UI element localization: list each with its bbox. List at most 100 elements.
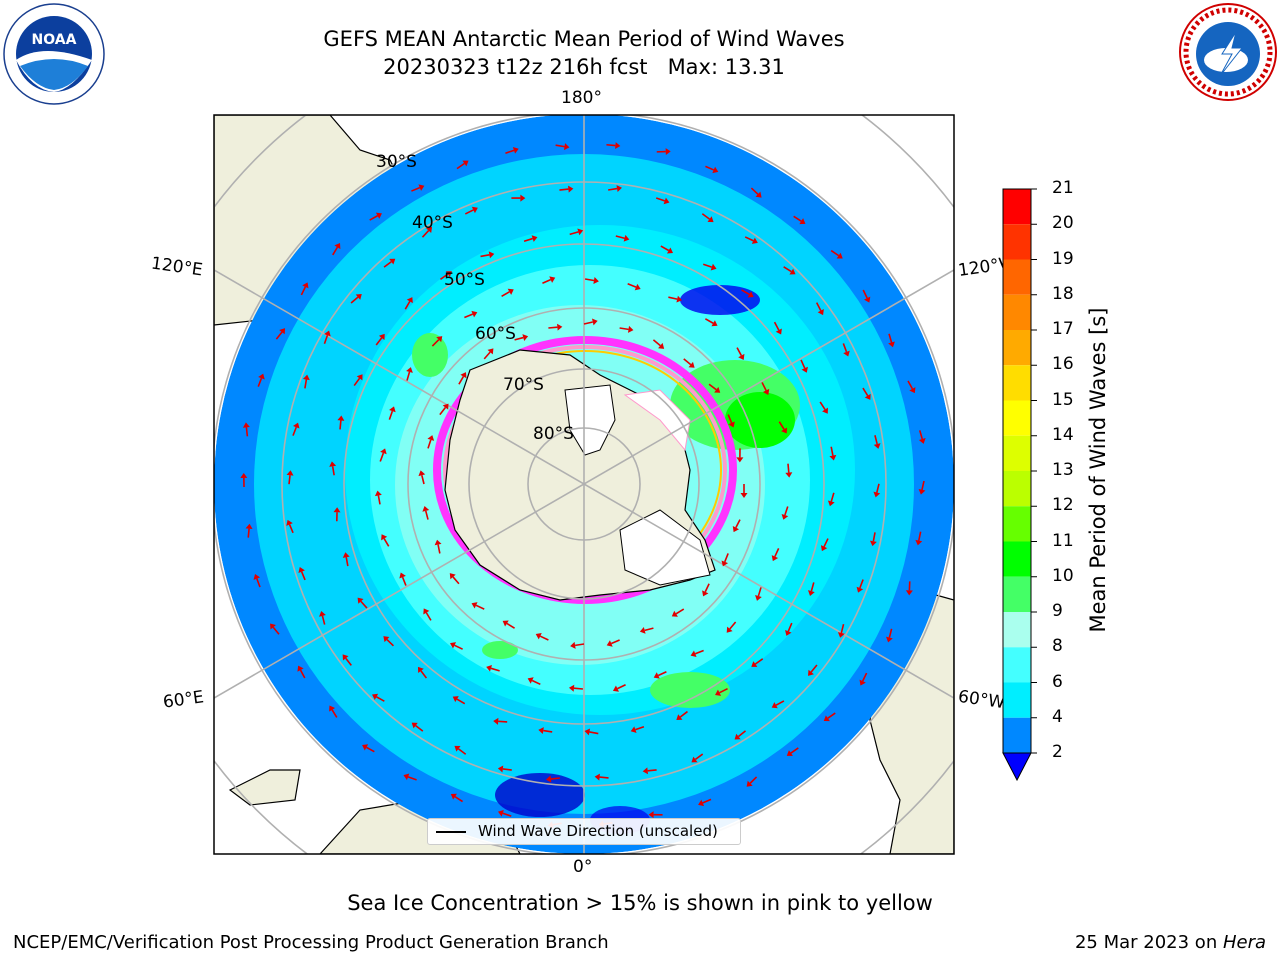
wind-arrow-head-148 xyxy=(240,472,248,479)
wind-arrow-149 xyxy=(245,427,249,437)
wind-arrow-head-69 xyxy=(417,666,424,674)
wind-arrow-head-124 xyxy=(817,309,824,316)
wind-arrow-112 xyxy=(323,335,329,345)
wind-arrow-head-78 xyxy=(406,297,413,304)
wind-arrow-130 xyxy=(888,628,893,638)
wind-arrow-head-84 xyxy=(666,247,674,254)
wind-arrow-21 xyxy=(583,321,593,325)
wind-arrow-103 xyxy=(415,724,424,732)
wind-arrow-62 xyxy=(719,687,728,694)
wind-arrow-head-9 xyxy=(502,620,509,627)
wind-arrow-35 xyxy=(573,687,583,690)
wind-arrow-head-17 xyxy=(460,372,467,379)
wind-arrow-head-22 xyxy=(627,325,634,333)
wind-arrow-3 xyxy=(704,583,710,593)
wind-arrow-39 xyxy=(425,612,432,621)
wind-arrow-head-21 xyxy=(591,318,598,326)
wind-arrow-head-83 xyxy=(623,234,630,242)
wind-arrow-139 xyxy=(502,812,512,817)
wind-arrow-head-33 xyxy=(653,672,660,679)
wind-arrow-head-94 xyxy=(808,669,814,676)
colorbar-band-1 xyxy=(1003,224,1031,260)
colorbar-tick-label: 14 xyxy=(1052,424,1074,445)
footer-date-text: 25 Mar 2023 on xyxy=(1074,932,1223,953)
colorbar-band-9 xyxy=(1003,506,1031,542)
wind-arrow-114 xyxy=(383,261,392,268)
lat-label-40s: 40°S xyxy=(412,213,453,233)
wind-arrow-head-99 xyxy=(594,773,600,781)
wind-arrow-122 xyxy=(744,236,754,242)
wind-arrow-head-115 xyxy=(426,226,433,233)
wind-arrow-head-113 xyxy=(355,293,362,300)
wind-arrow-133 xyxy=(790,747,799,754)
wind-arrow-head-135 xyxy=(698,799,705,807)
colorbar-band-12 xyxy=(1003,612,1031,648)
wind-arrow-144 xyxy=(299,669,306,679)
wind-arrow-93 xyxy=(840,624,845,634)
wind-arrow-5 xyxy=(644,627,654,632)
wind-arrow-116 xyxy=(464,209,474,215)
wind-arrow-22 xyxy=(619,327,629,331)
wind-arrow-59 xyxy=(810,582,815,592)
wind-arrow-78 xyxy=(404,300,411,310)
wind-arrow-168 xyxy=(918,430,924,440)
wind-arrow-head-27 xyxy=(736,457,744,463)
wind-arrow-head-120 xyxy=(663,197,670,205)
wind-arrow-head-101 xyxy=(497,765,504,773)
wind-arrow-head-23 xyxy=(658,342,665,349)
wind-arrow-45 xyxy=(406,371,411,381)
wind-arrow-head-51 xyxy=(634,283,641,291)
wind-arrow-134 xyxy=(749,776,758,784)
wind-arrow-head-66 xyxy=(538,727,544,735)
wind-arrow-head-152 xyxy=(302,282,309,289)
wind-arrow-head-8 xyxy=(535,632,542,640)
wind-arrow-head-91 xyxy=(827,500,835,507)
wind-arrow-head-32 xyxy=(690,650,697,658)
wind-arrow-151 xyxy=(275,331,283,340)
wind-arrow-head-157 xyxy=(512,147,519,154)
colorbar-tick-label: 19 xyxy=(1052,248,1074,269)
colorbar-tick-label: 12 xyxy=(1052,495,1074,516)
legend-label: Wind Wave Direction (unscaled) xyxy=(478,822,718,840)
wind-arrow-head-14 xyxy=(418,470,426,477)
colorbar-tick-label: 8 xyxy=(1052,636,1063,657)
wind-arrow-107 xyxy=(300,571,306,581)
wind-arrow-head-45 xyxy=(406,367,413,373)
wind-arrow-head-139 xyxy=(497,809,504,817)
wind-arrow-46 xyxy=(431,339,440,347)
wind-arrow-head-104 xyxy=(372,693,379,700)
colorbar-band-5 xyxy=(1003,365,1031,401)
graticule xyxy=(214,115,954,854)
wind-arrow-113 xyxy=(350,296,359,304)
wind-arrow-head-111 xyxy=(302,374,310,381)
wind-arrow-82 xyxy=(569,231,579,236)
wind-arrow-head-153 xyxy=(334,242,341,250)
wind-arrow-head-7 xyxy=(570,641,576,649)
wind-arrow-head-39 xyxy=(423,608,430,615)
wind-arrow-23 xyxy=(652,339,661,347)
lon-label-180: 180° xyxy=(561,88,602,108)
wind-arrow-head-134 xyxy=(746,780,753,787)
wind-arrow-head-123 xyxy=(789,268,796,275)
wind-arrow-87 xyxy=(773,321,780,331)
wind-arrow-head-3 xyxy=(702,590,709,597)
wind-arrow-head-89 xyxy=(822,407,828,414)
wind-arrow-71 xyxy=(360,600,368,609)
lat-label-50s: 50°S xyxy=(444,270,485,290)
wind-arrow-110 xyxy=(292,426,297,436)
wind-arrow-88 xyxy=(800,359,806,369)
wind-arrow-head-100 xyxy=(545,775,552,783)
wind-arrow-56 xyxy=(778,421,785,430)
wind-arrow-head-86 xyxy=(747,291,754,298)
wind-arrow-127 xyxy=(874,435,878,445)
wind-arrow-83 xyxy=(615,235,625,240)
wind-arrow-head-6 xyxy=(606,640,613,647)
wind-arrow-head-77 xyxy=(378,333,385,340)
chart-subtitle-run: 20230323 t12z 216h fcst Max: 13.31 xyxy=(383,55,785,79)
colorbar-tick-label: 9 xyxy=(1052,601,1063,621)
wind-arrow-head-29 xyxy=(771,555,779,562)
wind-arrow-head-132 xyxy=(823,715,830,722)
wind-arrow-head-130 xyxy=(885,636,893,643)
wind-arrow-120 xyxy=(655,197,665,202)
wind-arrow-109 xyxy=(288,475,291,485)
